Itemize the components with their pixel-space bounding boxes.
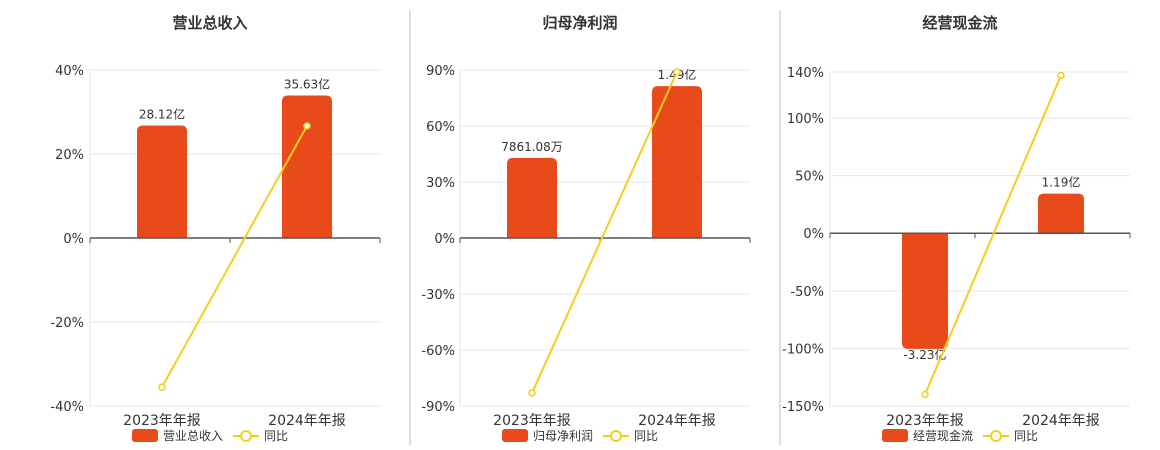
bar xyxy=(1038,193,1084,234)
y-tick-label: 40% xyxy=(55,64,84,79)
legend-line-label: 同比 xyxy=(634,429,658,443)
y-tick-label: -40% xyxy=(50,400,84,415)
y-tick-label: 90% xyxy=(426,64,455,79)
y-tick-label: 0% xyxy=(434,232,455,247)
bar xyxy=(652,86,702,238)
bar xyxy=(282,95,332,238)
legend-bar-label: 归母净利润 xyxy=(533,429,593,443)
legend-bar-swatch xyxy=(132,429,158,442)
chart-panel: 营业总收入 40% 20% 0% -20% -40% 28.12亿 35.63亿 2023年年报… xyxy=(50,14,381,443)
y-tick-label: -50% xyxy=(790,285,824,300)
legend-line-marker xyxy=(240,430,252,442)
x-tick-label: 2024年年报 xyxy=(268,413,346,429)
bar-value-label: -3.23亿 xyxy=(903,347,946,362)
legend-line-marker xyxy=(990,430,1002,442)
yoy-point xyxy=(303,122,311,130)
yoy-point xyxy=(158,383,166,391)
x-tick-label: 2023年年报 xyxy=(493,413,571,429)
y-tick-label: -60% xyxy=(421,344,455,359)
y-tick-label: 20% xyxy=(55,148,84,163)
yoy-line xyxy=(531,71,678,394)
yoy-point xyxy=(673,68,681,76)
chart-title: 经营现金流 xyxy=(922,14,997,32)
bar-value-label: 35.63亿 xyxy=(284,76,330,91)
bar-value-label: 28.12亿 xyxy=(139,107,185,122)
chart-title: 营业总收入 xyxy=(172,14,247,32)
chart-title: 归母净利润 xyxy=(542,14,617,32)
yoy-point xyxy=(528,389,536,397)
y-tick-label: -90% xyxy=(421,400,455,415)
yoy-line xyxy=(161,125,308,388)
y-tick-label: 0% xyxy=(803,227,824,242)
legend-line-label: 同比 xyxy=(264,429,288,443)
bar xyxy=(507,157,557,238)
legend-bar-label: 营业总收入 xyxy=(163,429,223,443)
legend-bar-swatch xyxy=(502,429,528,442)
y-tick-label: 100% xyxy=(787,112,824,127)
legend-bar-label: 经营现金流 xyxy=(913,428,973,443)
legend-line-marker xyxy=(610,430,622,442)
bar xyxy=(902,233,948,349)
chart-panel: 归母净利润90%60%30%0%-30%-60%-90%7861.08万1.49… xyxy=(421,14,751,443)
x-tick-label: 2024年年报 xyxy=(1022,413,1100,429)
x-tick-label: 2024年年报 xyxy=(638,413,716,429)
bar xyxy=(137,125,187,238)
bar-value-label: 1.19亿 xyxy=(1042,175,1081,190)
y-tick-label: -20% xyxy=(50,316,84,331)
bar-value-label: 7861.08万 xyxy=(501,140,563,154)
legend-bar-swatch xyxy=(882,429,908,442)
y-tick-label: -150% xyxy=(782,400,824,415)
chart-panel: 经营现金流 140% 100% 50% 0% -50% -100% -150% -3.23亿 1.… xyxy=(782,14,1131,443)
y-tick-label: 0% xyxy=(63,232,84,247)
y-tick-label: 50% xyxy=(795,170,824,185)
y-tick-label: 140% xyxy=(787,66,824,81)
yoy-line xyxy=(924,75,1062,395)
yoy-point xyxy=(1057,71,1065,80)
y-tick-label: -30% xyxy=(421,288,455,303)
legend-line-label: 同比 xyxy=(1014,429,1038,443)
x-tick-label: 2023年年报 xyxy=(886,413,964,429)
yoy-point xyxy=(921,390,929,399)
y-tick-label: 30% xyxy=(426,176,455,191)
y-tick-label: 60% xyxy=(426,120,455,135)
x-tick-label: 2023年年报 xyxy=(123,413,201,429)
y-tick-label: -100% xyxy=(782,342,824,357)
